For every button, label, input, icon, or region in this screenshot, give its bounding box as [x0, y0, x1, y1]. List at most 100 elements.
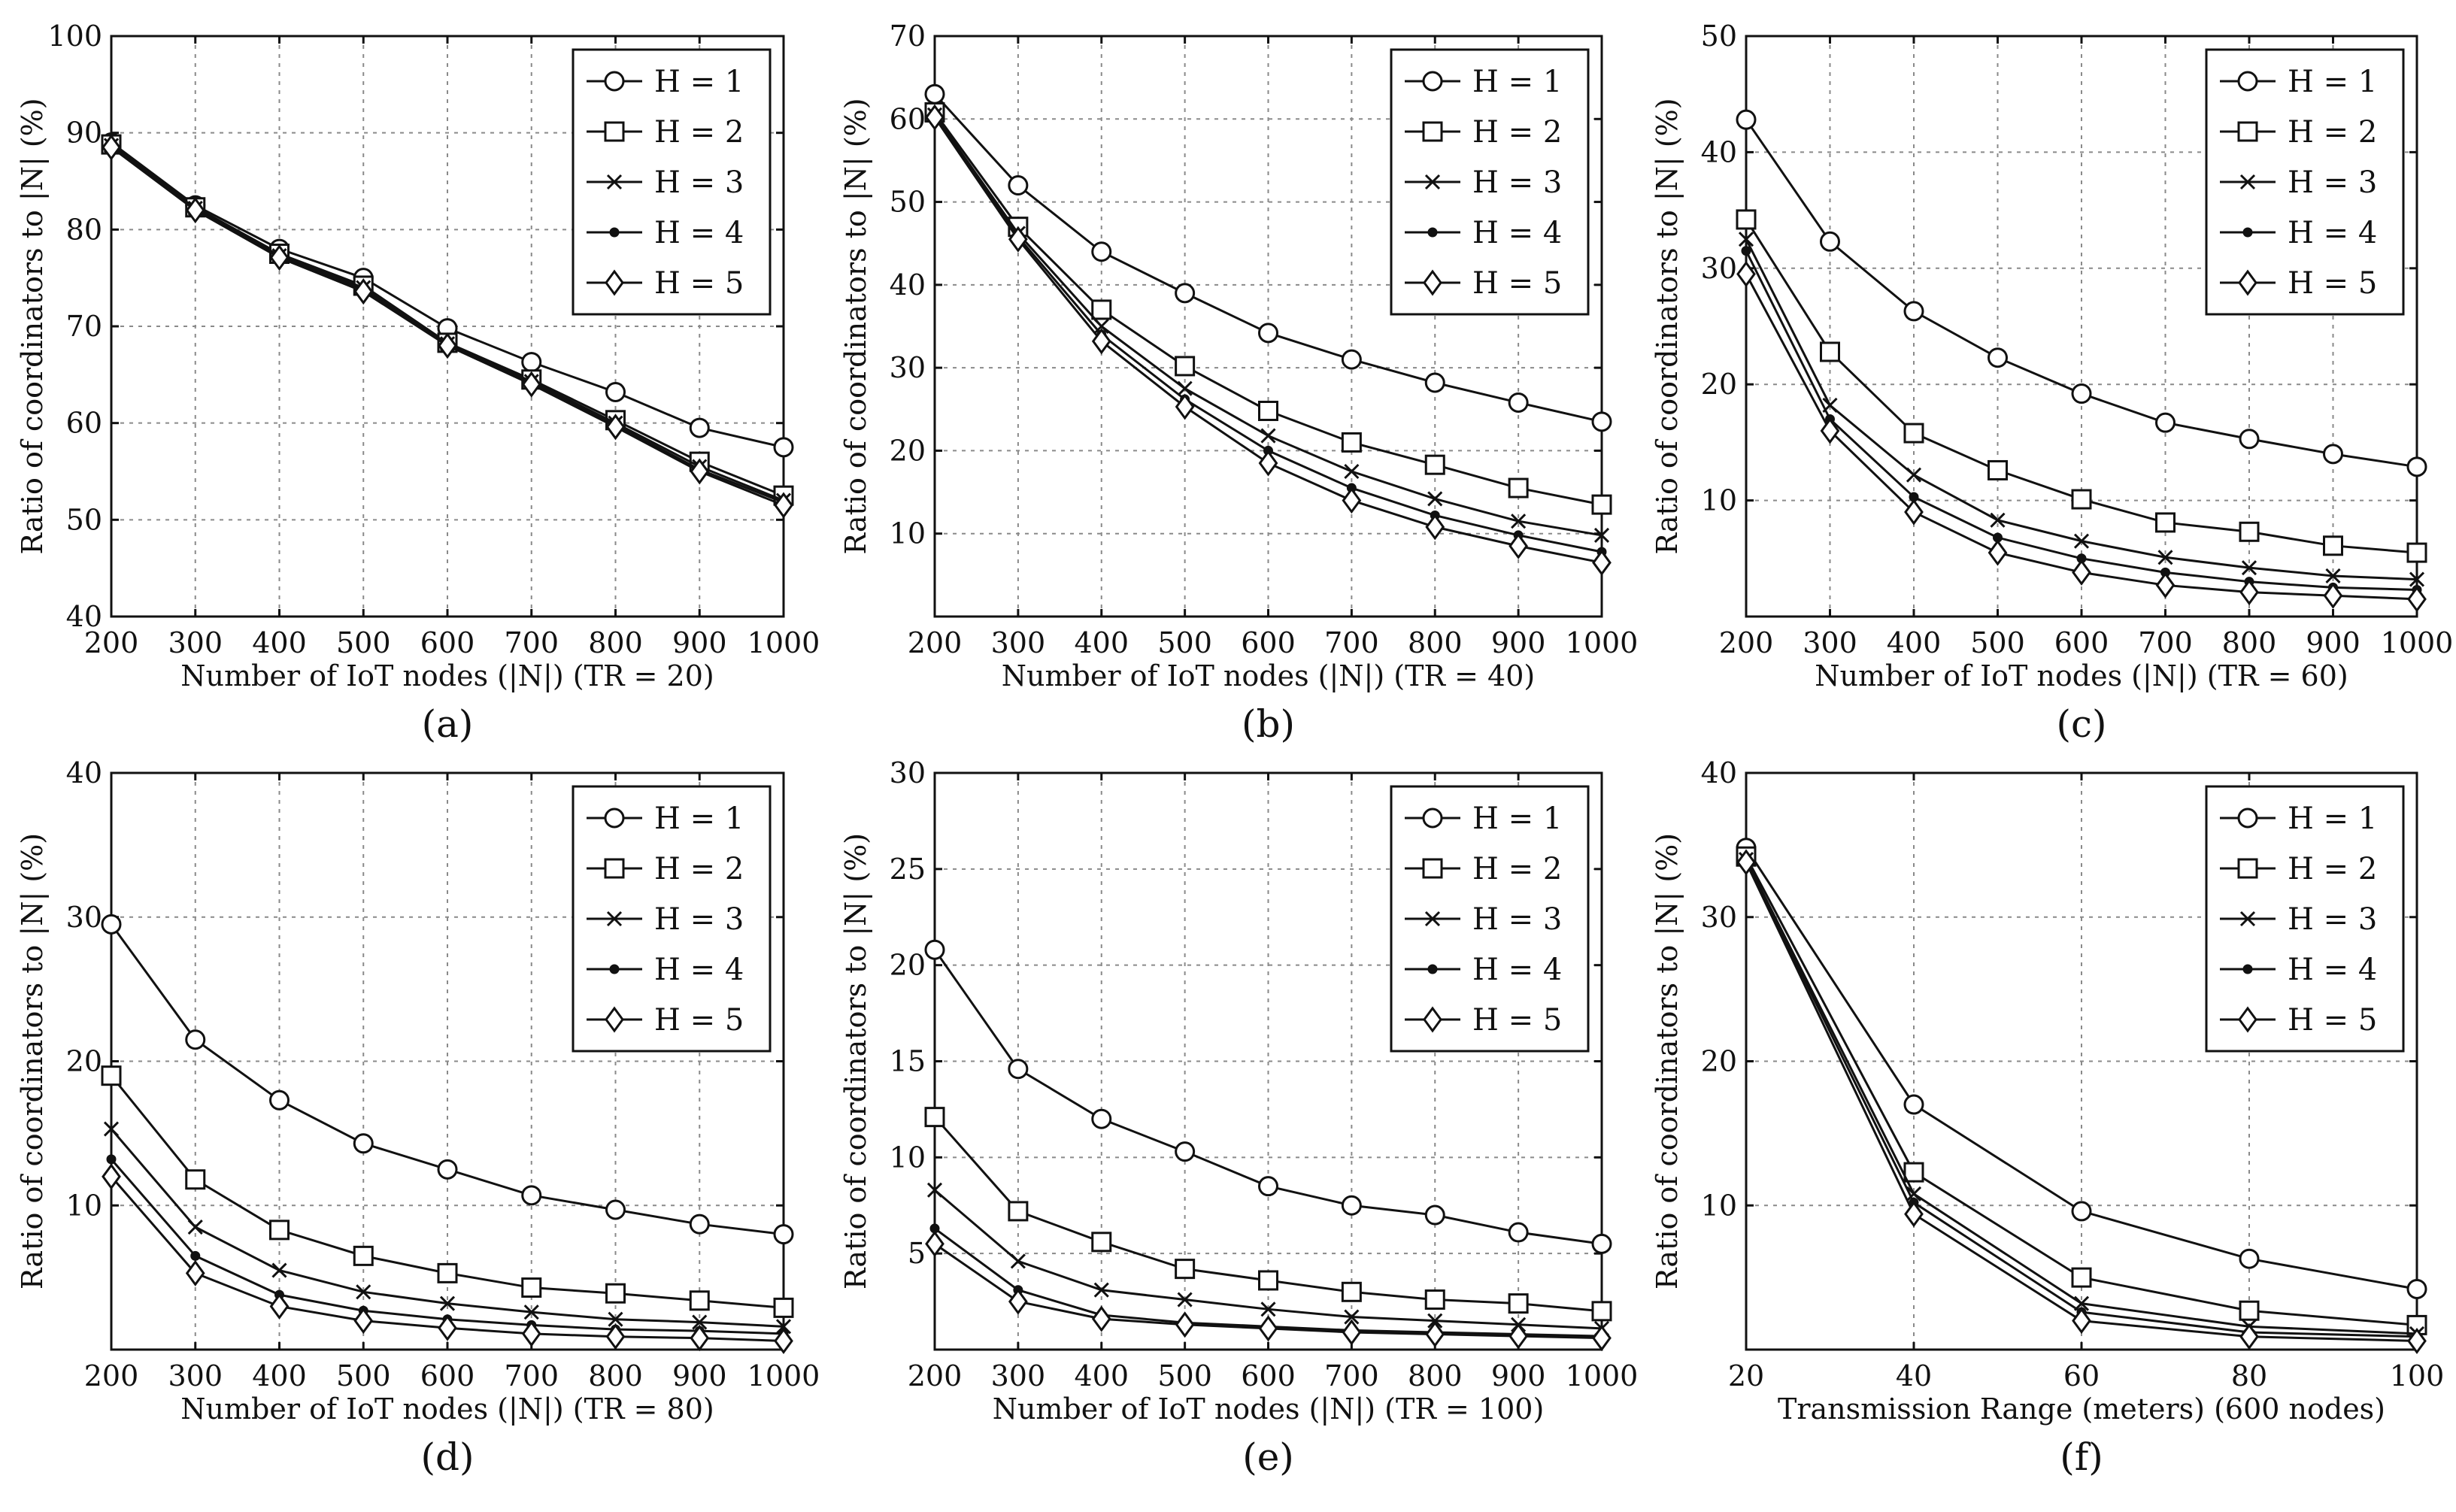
- plot-frame: [1745, 771, 2418, 1351]
- legend-marker-x: [606, 911, 623, 927]
- data-point-circle: [1424, 372, 1445, 393]
- data-point-circle: [1175, 283, 1196, 304]
- data-point-square: [2323, 535, 2343, 556]
- data-point-diamond: [438, 332, 457, 359]
- data-point-diamond: [1175, 393, 1195, 420]
- legend-marker-x: [1424, 911, 1441, 927]
- x-tick-label: 700: [1324, 1359, 1379, 1392]
- data-point-x: [1344, 463, 1360, 480]
- data-point-diamond: [521, 371, 541, 398]
- data-point-dot: [190, 1250, 201, 1261]
- y-axis-label: Ratio of coordinators to |N| (%): [839, 833, 872, 1289]
- data-point-circle: [605, 381, 626, 402]
- data-point-circle: [1508, 392, 1529, 413]
- data-point-circle: [437, 1159, 458, 1180]
- data-point-circle: [269, 1089, 290, 1111]
- data-point-circle: [924, 939, 945, 960]
- data-point-square: [773, 1297, 794, 1318]
- data-point-diamond: [1508, 1323, 1528, 1350]
- data-point-diamond: [605, 1323, 626, 1350]
- data-point-diamond: [1008, 226, 1028, 253]
- data-point-x: [1511, 514, 1527, 529]
- y-tick-label: 10: [890, 1141, 926, 1174]
- series-2: [924, 1107, 1612, 1322]
- data-point-circle: [773, 437, 794, 458]
- legend-marker-dot: [609, 964, 620, 974]
- y-axis-label: Ratio of coordinators to |N| (%): [16, 98, 49, 554]
- data-point-x: [523, 1304, 539, 1320]
- x-axis-label: Number of IoT nodes (|N|) (TR = 60): [1815, 659, 2348, 692]
- y-axis-label: Ratio of coordinators to |N| (%): [1651, 98, 1684, 554]
- x-tick-label: 200: [1719, 626, 1774, 659]
- legend-marker-diamond: [1423, 1006, 1442, 1033]
- data-point-square: [2071, 489, 2092, 510]
- data-point-x: [1906, 1186, 1922, 1201]
- x-tick-label: 800: [588, 1359, 643, 1392]
- data-point-diamond: [1091, 328, 1111, 355]
- x-tick-label: 900: [1491, 1359, 1546, 1392]
- series-5: [1736, 260, 2427, 613]
- data-point-diamond: [521, 1320, 541, 1347]
- data-point-circle: [521, 352, 542, 373]
- data-point-diamond: [1342, 1319, 1362, 1346]
- data-point-circle: [1903, 1094, 1924, 1115]
- data-point-square: [101, 1065, 122, 1086]
- panel-label: (d): [420, 1435, 474, 1479]
- data-point-square: [1424, 454, 1445, 475]
- plot-frame: [110, 35, 785, 618]
- data-point-diamond: [690, 1325, 710, 1352]
- y-tick-label: 90: [66, 117, 102, 150]
- legend-marker-circle: [2237, 808, 2258, 829]
- y-tick-label: 40: [66, 600, 102, 633]
- data-point-x: [1906, 467, 1922, 483]
- legend-label: H = 5: [2288, 1003, 2377, 1038]
- x-tick-label: 20: [1728, 1359, 1764, 1392]
- series-5: [102, 134, 793, 519]
- data-point-circle: [1591, 1233, 1612, 1254]
- data-point-square: [1258, 1270, 1278, 1291]
- x-tick-label: 500: [1970, 626, 2025, 659]
- data-point-square: [1008, 1201, 1029, 1222]
- panel-label: (f): [2060, 1435, 2103, 1479]
- legend-label: H = 2: [2288, 115, 2377, 150]
- legend-label: H = 5: [1472, 1003, 1562, 1038]
- data-point-diamond: [690, 458, 710, 485]
- y-tick-label: 30: [1701, 901, 1737, 934]
- data-point-diamond: [1342, 487, 1362, 514]
- data-point-square: [1175, 356, 1196, 377]
- x-tick-label: 200: [84, 626, 139, 659]
- legend-marker-dot: [2242, 227, 2253, 238]
- x-tick-label: 200: [84, 1359, 139, 1392]
- x-tick-label: 1000: [2381, 626, 2454, 659]
- data-point-circle: [1341, 1195, 1362, 1216]
- series-3: [103, 1121, 792, 1335]
- legend-marker-circle: [1422, 808, 1443, 829]
- x-tick-label: 600: [420, 1359, 475, 1392]
- data-point-diamond: [2239, 1323, 2259, 1350]
- data-point-x: [1738, 232, 1754, 247]
- data-point-square: [605, 1283, 626, 1304]
- x-tick-label: 700: [2138, 626, 2193, 659]
- y-tick-label: 80: [66, 213, 102, 246]
- y-tick-label: 10: [1701, 1189, 1737, 1222]
- y-tick-label: 50: [66, 503, 102, 536]
- y-tick-label: 100: [47, 20, 102, 53]
- series-2: [924, 102, 1612, 515]
- data-point-square: [521, 1277, 542, 1298]
- x-axis-label: Number of IoT nodes (|N|) (TR = 100): [993, 1392, 1545, 1426]
- data-point-diamond: [2323, 582, 2343, 609]
- legend-label: H = 3: [654, 902, 744, 937]
- legend-marker-square: [1422, 121, 1443, 142]
- data-point-square: [1341, 432, 1362, 453]
- legend-marker-diamond: [2238, 1006, 2257, 1033]
- y-tick-label: 30: [890, 351, 926, 384]
- data-point-square: [1820, 341, 1840, 362]
- legend-marker-circle: [604, 71, 625, 92]
- data-point-diamond: [1008, 1288, 1028, 1315]
- data-point-circle: [1341, 349, 1362, 370]
- legend: H = 1 H = 2 H = 3 H = 4 H = 5: [2205, 48, 2405, 316]
- data-point-diamond: [1592, 1325, 1612, 1352]
- data-point-square: [2239, 521, 2260, 542]
- x-tick-label: 200: [908, 1359, 963, 1392]
- data-point-circle: [2406, 456, 2427, 477]
